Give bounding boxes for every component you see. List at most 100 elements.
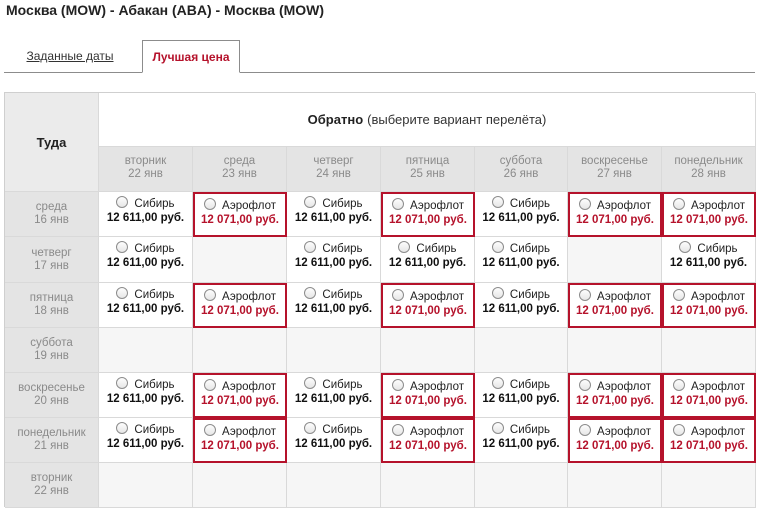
fare-radio-button[interactable] bbox=[672, 379, 685, 391]
return-day-weekday: воскресенье bbox=[581, 155, 648, 167]
fare-cell-empty bbox=[475, 328, 568, 373]
fare-option[interactable]: Сибирь 12 611,00 руб. bbox=[662, 237, 756, 283]
fare-option[interactable]: Сибирь 12 611,00 руб. bbox=[475, 418, 568, 463]
return-day-date: 23 янв bbox=[222, 168, 257, 180]
fare-option[interactable]: Сибирь 12 611,00 руб. bbox=[99, 192, 193, 237]
fare-radio-button[interactable] bbox=[578, 379, 591, 391]
fare-airline-line: Сибирь bbox=[99, 241, 192, 256]
fare-option[interactable]: Сибирь 12 611,00 руб. bbox=[475, 373, 568, 418]
fare-cell-empty bbox=[381, 463, 475, 508]
fare-radio-button[interactable] bbox=[391, 424, 404, 436]
fare-option[interactable]: Сибирь 12 611,00 руб. bbox=[287, 192, 381, 237]
fare-price: 12 611,00 руб. bbox=[294, 393, 373, 405]
tab-best-price[interactable]: Лучшая цена bbox=[142, 40, 240, 73]
fare-airline-line: Аэрофлот bbox=[664, 379, 754, 394]
fare-radio-button[interactable] bbox=[304, 377, 317, 389]
fare-option[interactable]: Сибирь 12 611,00 руб. bbox=[287, 373, 381, 418]
fare-radio-button[interactable] bbox=[491, 196, 504, 208]
fare-option[interactable]: Сибирь 12 611,00 руб. bbox=[475, 237, 568, 283]
outbound-day-weekday: суббота bbox=[30, 337, 73, 349]
fare-radio-button[interactable] bbox=[679, 241, 692, 253]
fare-radio-button[interactable] bbox=[672, 198, 685, 210]
fare-radio-button[interactable] bbox=[304, 287, 317, 299]
outbound-day-weekday: воскресенье bbox=[18, 382, 85, 394]
fare-radio-button[interactable] bbox=[304, 196, 317, 208]
fare-radio-button[interactable] bbox=[672, 289, 685, 301]
fare-option-content: Аэрофлот 12 071,00 руб. bbox=[383, 198, 473, 227]
fare-radio-button[interactable] bbox=[116, 377, 129, 389]
fare-option-best-price[interactable]: Аэрофлот 12 071,00 руб. bbox=[662, 373, 756, 418]
airline-name: Аэрофлот bbox=[221, 426, 277, 438]
fare-radio-button[interactable] bbox=[116, 422, 129, 434]
fare-radio-button[interactable] bbox=[391, 198, 404, 210]
fare-option-best-price[interactable]: Аэрофлот 12 071,00 руб. bbox=[568, 418, 662, 463]
fare-radio-button[interactable] bbox=[391, 289, 404, 301]
outbound-day-header: пятница 18 янв bbox=[5, 283, 99, 328]
fare-option-best-price[interactable]: Аэрофлот 12 071,00 руб. bbox=[381, 192, 475, 237]
fare-airline-line: Аэрофлот bbox=[195, 289, 285, 304]
fare-radio-button[interactable] bbox=[578, 424, 591, 436]
return-day-date: 26 янв bbox=[503, 168, 539, 180]
fare-option[interactable]: Сибирь 12 611,00 руб. bbox=[287, 237, 381, 283]
outbound-label: Туда bbox=[36, 134, 67, 150]
fare-radio-button[interactable] bbox=[491, 377, 504, 389]
fare-radio-button[interactable] bbox=[304, 241, 317, 253]
return-header: Обратно (выберите вариант перелёта) bbox=[99, 93, 756, 147]
fare-option-content: Сибирь 12 611,00 руб. bbox=[287, 196, 380, 225]
fare-option-content: Сибирь 12 611,00 руб. bbox=[381, 241, 474, 270]
tab-fixed-dates[interactable]: Заданные даты bbox=[4, 40, 136, 72]
fare-radio-button[interactable] bbox=[203, 198, 216, 210]
outbound-day-weekday: пятница bbox=[29, 292, 74, 304]
fare-option-content: Аэрофлот 12 071,00 руб. bbox=[195, 198, 285, 227]
fare-option-best-price[interactable]: Аэрофлот 12 071,00 руб. bbox=[381, 373, 475, 418]
fare-radio-button[interactable] bbox=[491, 241, 504, 253]
fare-option[interactable]: Сибирь 12 611,00 руб. bbox=[287, 283, 381, 328]
fare-option-best-price[interactable]: Аэрофлот 12 071,00 руб. bbox=[381, 283, 475, 328]
fare-radio-button[interactable] bbox=[203, 379, 216, 391]
fare-radio-button[interactable] bbox=[578, 289, 591, 301]
fare-option-best-price[interactable]: Аэрофлот 12 071,00 руб. bbox=[193, 192, 287, 237]
fare-option-best-price[interactable]: Аэрофлот 12 071,00 руб. bbox=[662, 192, 756, 237]
fare-radio-button[interactable] bbox=[304, 422, 317, 434]
fare-radio-button[interactable] bbox=[672, 424, 685, 436]
fare-radio-button[interactable] bbox=[116, 196, 129, 208]
fare-option-best-price[interactable]: Аэрофлот 12 071,00 руб. bbox=[193, 283, 287, 328]
fare-radio-button[interactable] bbox=[491, 287, 504, 299]
fare-radio-button[interactable] bbox=[203, 424, 216, 436]
fare-option-best-price[interactable]: Аэрофлот 12 071,00 руб. bbox=[193, 373, 287, 418]
fare-price: 12 611,00 руб. bbox=[388, 257, 467, 269]
fare-option[interactable]: Сибирь 12 611,00 руб. bbox=[381, 237, 475, 283]
fare-price: 12 611,00 руб. bbox=[482, 393, 560, 405]
fare-option[interactable]: Сибирь 12 611,00 руб. bbox=[475, 283, 568, 328]
airline-name: Сибирь bbox=[134, 379, 175, 391]
fare-option[interactable]: Сибирь 12 611,00 руб. bbox=[99, 373, 193, 418]
fare-radio-button[interactable] bbox=[398, 241, 411, 253]
fare-option-best-price[interactable]: Аэрофлот 12 071,00 руб. bbox=[662, 418, 756, 463]
fare-radio-button[interactable] bbox=[578, 198, 591, 210]
fare-airline-line: Сибирь bbox=[287, 287, 380, 302]
fare-option-best-price[interactable]: Аэрофлот 12 071,00 руб. bbox=[662, 283, 756, 328]
airline-name: Сибирь bbox=[134, 424, 175, 436]
fare-option-best-price[interactable]: Аэрофлот 12 071,00 руб. bbox=[568, 373, 662, 418]
fare-option[interactable]: Сибирь 12 611,00 руб. bbox=[99, 418, 193, 463]
fare-radio-button[interactable] bbox=[391, 379, 404, 391]
fare-option-best-price[interactable]: Аэрофлот 12 071,00 руб. bbox=[381, 418, 475, 463]
fare-radio-button[interactable] bbox=[116, 287, 129, 299]
fare-option[interactable]: Сибирь 12 611,00 руб. bbox=[99, 283, 193, 328]
fare-option-best-price[interactable]: Аэрофлот 12 071,00 руб. bbox=[193, 418, 287, 463]
fare-option[interactable]: Сибирь 12 611,00 руб. bbox=[475, 192, 568, 237]
airline-name: Сибирь bbox=[509, 198, 551, 210]
airline-name: Сибирь bbox=[509, 289, 551, 301]
fare-option[interactable]: Сибирь 12 611,00 руб. bbox=[287, 418, 381, 463]
tab-fixed-dates-label[interactable]: Заданные даты bbox=[26, 49, 114, 63]
fare-radio-button[interactable] bbox=[116, 241, 129, 253]
fare-cell-empty bbox=[568, 237, 662, 283]
fare-price: 12 071,00 руб. bbox=[670, 305, 748, 317]
fare-option-best-price[interactable]: Аэрофлот 12 071,00 руб. bbox=[568, 192, 662, 237]
fare-radio-button[interactable] bbox=[203, 289, 216, 301]
fare-option-best-price[interactable]: Аэрофлот 12 071,00 руб. bbox=[568, 283, 662, 328]
fare-radio-button[interactable] bbox=[491, 422, 504, 434]
fare-option[interactable]: Сибирь 12 611,00 руб. bbox=[99, 237, 193, 283]
outbound-day-header: суббота 19 янв bbox=[5, 328, 99, 373]
fare-price: 12 611,00 руб. bbox=[482, 257, 560, 269]
